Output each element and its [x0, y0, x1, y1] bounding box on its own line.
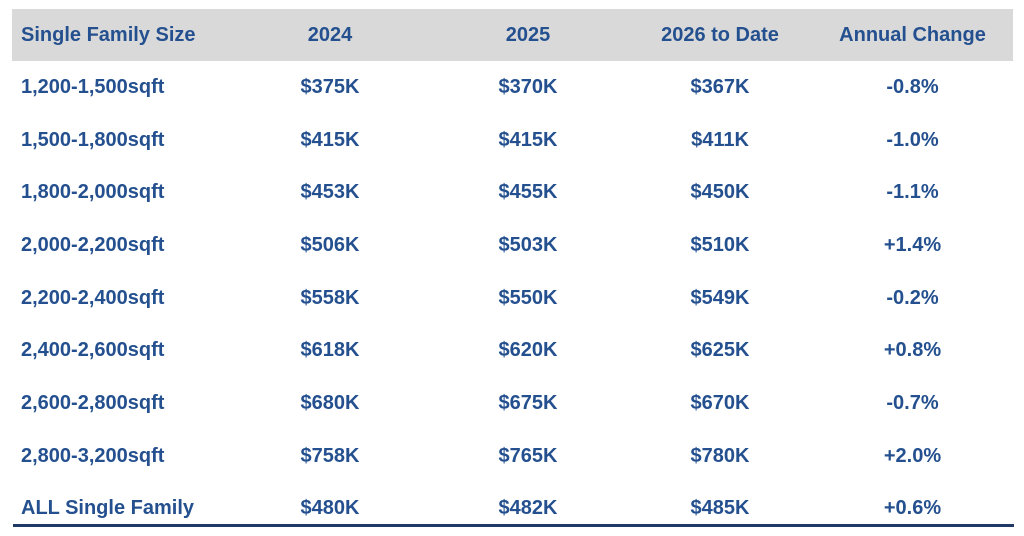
size-cell: 1,500-1,800sqft	[21, 128, 165, 151]
size-cell: 2,200-2,400sqft	[21, 286, 165, 309]
table-row-all-single-family: ALL Single Family $480K $482K $485K +0.6…	[12, 483, 1013, 536]
price-cell-2026: $625K	[690, 339, 750, 362]
price-cell-2025: $765K	[498, 444, 558, 467]
price-cell-2026: $670K	[690, 391, 750, 414]
size-cell: 2,600-2,800sqft	[21, 391, 165, 414]
price-cell-2024: $506K	[300, 233, 360, 256]
table-row: 1,500-1,800sqft $415K $415K $411K -1.0%	[12, 114, 1013, 167]
size-cell: 2,000-2,200sqft	[21, 233, 165, 256]
price-cell-2026: $485K	[690, 497, 750, 520]
price-cell-2024: $480K	[300, 497, 360, 520]
price-cell-2024: $453K	[300, 181, 360, 204]
price-cell-2026: $411K	[691, 128, 749, 151]
header-row: Single Family Size 2024 2025 2026 to Dat…	[12, 9, 1013, 61]
size-cell: 1,200-1,500sqft	[21, 75, 165, 98]
price-cell-2026: $780K	[690, 444, 750, 467]
size-cell: 1,800-2,000sqft	[21, 181, 165, 204]
price-cell-2024: $375K	[300, 75, 360, 98]
price-cell-2024: $680K	[300, 391, 360, 414]
column-header-annual-change: Annual Change	[812, 9, 1013, 61]
price-cell-2025: $675K	[498, 391, 558, 414]
size-cell: 2,400-2,600sqft	[21, 339, 165, 362]
column-header-2025: 2025	[428, 9, 628, 61]
price-cell-2025: $503K	[498, 233, 558, 256]
price-cell-2025: $415K	[498, 128, 558, 151]
annual-change-cell: -0.7%	[886, 391, 939, 414]
annual-change-cell: -1.0%	[886, 128, 939, 151]
price-cell-2025: $455K	[498, 181, 558, 204]
column-header-size: Single Family Size	[12, 9, 232, 61]
price-cell-2024: $758K	[300, 444, 360, 467]
price-cell-2024: $558K	[300, 286, 360, 309]
annual-change-cell: +0.8%	[883, 339, 942, 362]
table-row: 2,000-2,200sqft $506K $503K $510K +1.4%	[12, 219, 1013, 272]
table-row: 2,400-2,600sqft $618K $620K $625K +0.8%	[12, 324, 1013, 377]
price-cell-2025: $550K	[498, 286, 558, 309]
single-family-price-table: Single Family Size 2024 2025 2026 to Dat…	[12, 9, 1013, 535]
column-header-2024: 2024	[232, 9, 428, 61]
table-bottom-border	[13, 524, 1014, 527]
annual-change-cell: -0.2%	[886, 286, 939, 309]
annual-change-cell: +1.4%	[883, 233, 942, 256]
annual-change-cell: +2.0%	[883, 444, 942, 467]
annual-change-cell: -1.1%	[886, 181, 939, 204]
table-row: 1,200-1,500sqft $375K $370K $367K -0.8%	[12, 61, 1013, 114]
table-row: 2,200-2,400sqft $558K $550K $549K -0.2%	[12, 272, 1013, 325]
size-cell: 2,800-3,200sqft	[21, 444, 165, 467]
price-cell-2024: $415K	[300, 128, 360, 151]
table-row: 2,600-2,800sqft $680K $675K $670K -0.7%	[12, 377, 1013, 430]
price-cell-2026: $450K	[690, 181, 750, 204]
annual-change-cell: +0.6%	[883, 497, 942, 520]
table-row: 2,800-3,200sqft $758K $765K $780K +2.0%	[12, 430, 1013, 483]
column-header-2026-to-date: 2026 to Date	[628, 9, 812, 61]
price-cell-2026: $549K	[690, 286, 750, 309]
price-cell-2026: $510K	[690, 233, 750, 256]
price-cell-2025: $620K	[498, 339, 558, 362]
price-cell-2024: $618K	[300, 339, 360, 362]
table-row: 1,800-2,000sqft $453K $455K $450K -1.1%	[12, 166, 1013, 219]
size-cell: ALL Single Family	[21, 497, 194, 520]
price-cell-2025: $482K	[498, 497, 558, 520]
price-cell-2025: $370K	[498, 75, 558, 98]
price-cell-2026: $367K	[690, 75, 750, 98]
annual-change-cell: -0.8%	[886, 75, 939, 98]
